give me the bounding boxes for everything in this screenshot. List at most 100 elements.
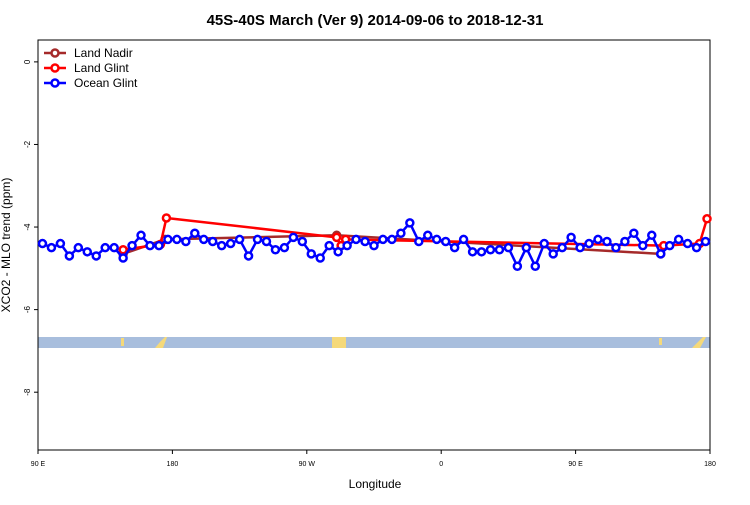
- legend-marker: [50, 78, 60, 88]
- land-mask: [38, 337, 710, 348]
- data-point: [378, 234, 388, 245]
- data-point: [458, 234, 469, 245]
- data-point: [163, 234, 173, 245]
- data-point: [55, 238, 66, 249]
- data-point: [467, 247, 478, 257]
- legend-label: Ocean Glint: [74, 76, 138, 90]
- data-point: [351, 234, 361, 245]
- data-point: [503, 242, 514, 253]
- y-tick-label: 0: [23, 59, 32, 64]
- data-point: [521, 242, 532, 253]
- data-point: [360, 236, 370, 247]
- x-tick-label: 0: [439, 461, 443, 468]
- data-point: [566, 232, 576, 243]
- data-point: [512, 261, 523, 272]
- data-point: [118, 253, 128, 263]
- legend-marker: [50, 48, 60, 58]
- data-point: [342, 240, 352, 251]
- data-point: [647, 230, 657, 241]
- data-point: [243, 251, 254, 261]
- data-point: [664, 240, 675, 251]
- data-point: [682, 238, 693, 249]
- data-point: [252, 234, 263, 245]
- data-point: [638, 240, 648, 251]
- data-point: [324, 240, 334, 251]
- data-point: [602, 236, 612, 247]
- legend-label: Land Nadir: [74, 46, 133, 60]
- data-point: [127, 240, 137, 251]
- data-point: [64, 251, 75, 261]
- land-patch: [332, 337, 346, 348]
- data-point: [369, 240, 379, 251]
- x-tick-label: 90 W: [299, 461, 316, 468]
- data-point: [288, 232, 299, 243]
- data-point: [593, 234, 603, 245]
- data-point: [82, 247, 93, 257]
- data-point: [333, 247, 343, 257]
- data-point: [620, 236, 630, 247]
- data-point: [548, 249, 558, 259]
- data-point: [405, 218, 415, 228]
- data-point: [655, 249, 666, 259]
- data-point: [315, 253, 325, 263]
- data-point: [100, 242, 110, 253]
- data-point: [199, 234, 209, 245]
- data-point: [270, 244, 281, 255]
- data-point: [702, 214, 712, 224]
- data-point: [136, 230, 146, 241]
- data-point: [691, 242, 702, 253]
- x-tick-label: 180: [167, 461, 179, 468]
- data-point: [530, 261, 541, 272]
- data-point: [37, 238, 48, 249]
- data-point: [584, 238, 594, 249]
- x-tick-label: 90 E: [568, 461, 583, 468]
- data-point: [673, 234, 684, 245]
- y-tick-label: -2: [23, 140, 32, 148]
- data-point: [297, 236, 308, 247]
- data-point: [485, 244, 496, 255]
- data-point: [261, 236, 272, 247]
- legend-label: Land Glint: [74, 61, 129, 75]
- data-point: [118, 244, 128, 255]
- data-point: [440, 236, 451, 247]
- data-point: [629, 228, 639, 238]
- land-patch: [659, 338, 662, 345]
- y-axis-label: XCO2 - MLO trend (ppm): [0, 178, 13, 313]
- data-point: [73, 242, 84, 253]
- data-point: [190, 228, 200, 238]
- data-point: [575, 242, 585, 253]
- data-point: [234, 234, 245, 245]
- land-patch: [121, 338, 124, 346]
- data-point: [423, 230, 433, 241]
- legend-marker: [50, 63, 60, 73]
- data-point: [145, 240, 155, 251]
- data-point: [207, 236, 218, 247]
- data-point: [46, 242, 57, 253]
- chart-title: 45S-40S March (Ver 9) 2014-09-06 to 2018…: [207, 12, 544, 29]
- data-point: [494, 244, 505, 255]
- data-point: [91, 251, 101, 261]
- data-point: [539, 238, 549, 249]
- data-point: [279, 242, 290, 253]
- x-tick-label: 180: [704, 461, 716, 468]
- data-point: [306, 249, 317, 259]
- data-point: [476, 247, 487, 257]
- data-point: [431, 234, 442, 245]
- y-tick-label: -4: [23, 223, 32, 231]
- data-point: [557, 242, 567, 253]
- land-patch: [692, 337, 706, 348]
- data-point: [611, 242, 621, 253]
- data-point: [181, 236, 191, 247]
- y-tick-label: -8: [23, 388, 32, 396]
- data-point: [449, 242, 460, 253]
- data-point: [216, 240, 227, 251]
- land-patch: [155, 337, 167, 348]
- y-tick-label: -6: [23, 306, 32, 314]
- data-point: [225, 238, 236, 249]
- data-point: [161, 213, 172, 223]
- data-point: [172, 234, 182, 245]
- data-point: [331, 232, 342, 243]
- ocean-band: [38, 337, 710, 348]
- data-point: [700, 236, 711, 247]
